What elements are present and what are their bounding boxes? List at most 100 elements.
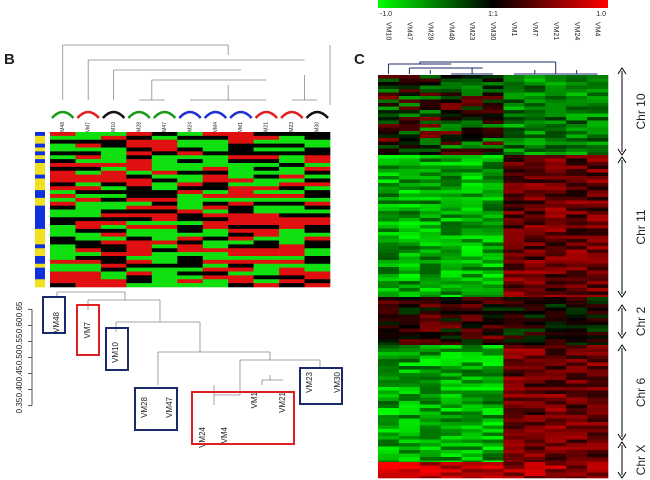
heatmap-cell (566, 335, 588, 340)
heatmap-cell (202, 225, 229, 230)
heatmap-cell (587, 387, 609, 391)
heatmap-cell (398, 472, 421, 477)
heatmap-cell (398, 110, 421, 114)
heatmap-cell (228, 213, 254, 218)
heatmap-cell (126, 209, 153, 214)
heatmap-cell (228, 244, 254, 249)
heatmap-cell (151, 163, 178, 168)
heatmap-cell (482, 120, 504, 125)
heatmap-cell (461, 232, 483, 236)
heatmap-cell (587, 211, 609, 215)
heatmap-cell (440, 200, 462, 205)
heatmap-cell (126, 263, 153, 268)
heatmap-cell (419, 78, 442, 83)
heatmap-cell (100, 143, 127, 148)
cluster-arc (127, 110, 151, 119)
heatmap-cell (419, 404, 442, 409)
heatmap-cell (524, 307, 546, 312)
heatmap-cell (440, 96, 462, 100)
heatmap-cell (419, 120, 442, 125)
heatmap-cell (419, 328, 442, 333)
heatmap-cell (304, 166, 331, 172)
heatmap-cell (177, 244, 204, 249)
heatmap-cell (482, 89, 504, 93)
heatmap-cell (419, 218, 442, 222)
heatmap-cell (398, 267, 421, 271)
sample-label: VM30 (315, 122, 321, 135)
heatmap-cell (545, 297, 567, 301)
heatmap-cell (419, 295, 442, 298)
heatmap-cell (503, 221, 525, 226)
heatmap-cell (503, 476, 525, 479)
heatmap-cell (100, 232, 127, 237)
heatmap-cell (524, 325, 546, 329)
heatmap-cell (545, 304, 567, 308)
heatmap-cell (566, 318, 588, 322)
heatmap-cell (202, 236, 229, 241)
heatmap-cell (545, 131, 567, 135)
side-bar (35, 232, 45, 237)
heatmap-cell (482, 186, 504, 191)
heatmap-cell (566, 193, 588, 198)
heatmap-cell (228, 166, 254, 172)
heatmap-cell (587, 200, 609, 205)
heatmap-cell (461, 138, 483, 142)
heatmap-cell (100, 283, 127, 288)
heatmap-cell (587, 328, 609, 333)
heatmap-cell (587, 193, 609, 198)
heatmap-cell (100, 252, 127, 257)
heatmap-cell (482, 335, 504, 340)
heatmap-cell (228, 155, 254, 160)
heatmap-cell (378, 169, 400, 173)
heatmap-cell (253, 170, 280, 175)
heatmap-cell (461, 465, 483, 470)
heatmap-cell (378, 211, 400, 215)
heatmap-cell (461, 235, 483, 240)
heatmap-cell (279, 213, 305, 218)
heatmap-cell (482, 172, 504, 177)
heatmap-cell (503, 183, 525, 187)
heatmap-cell (202, 248, 229, 253)
heatmap-cell (587, 352, 609, 356)
heatmap-cell (587, 131, 609, 135)
leaf-label: VM23 (305, 371, 314, 392)
heatmap-cell (524, 172, 546, 177)
heatmap-cell (398, 99, 421, 104)
sample-label: VM10 (385, 22, 392, 40)
heatmap-cell (378, 267, 400, 271)
heatmap-cell (100, 170, 127, 175)
heatmap-cell (461, 311, 483, 315)
heatmap-cell (100, 256, 127, 261)
heatmap-cell (587, 304, 609, 308)
heatmap-cell (228, 151, 254, 156)
heatmap-cell (50, 143, 76, 148)
heatmap-cell (378, 235, 400, 240)
heatmap-cell (503, 359, 525, 363)
heatmap-cell (545, 328, 567, 333)
heatmap-cell (545, 176, 567, 180)
heatmap-cell (461, 401, 483, 405)
heatmap-cell (545, 369, 567, 374)
heatmap-cell (253, 143, 280, 148)
heatmap-cell (566, 425, 588, 430)
heatmap-cell (545, 332, 567, 336)
heatmap-cell (253, 244, 280, 249)
heatmap-cell (378, 304, 400, 308)
heatmap-cell (279, 190, 305, 195)
heatmap-cell (482, 446, 504, 451)
heatmap-cell (482, 366, 504, 370)
heatmap-cell (545, 348, 567, 353)
heatmap-cell (398, 204, 421, 208)
heatmap-cell (304, 252, 331, 257)
heatmap-cell (482, 82, 504, 86)
heatmap-cell (279, 209, 305, 214)
heatmap-cell (503, 335, 525, 340)
side-bar (35, 259, 45, 265)
heatmap-cell (566, 85, 588, 90)
heatmap-cell (545, 162, 567, 166)
heatmap-cell (378, 117, 400, 121)
heatmap-cell (524, 418, 546, 423)
heatmap-cell (398, 311, 421, 315)
heatmap-cell (524, 450, 546, 454)
heatmap-cell (524, 270, 546, 275)
